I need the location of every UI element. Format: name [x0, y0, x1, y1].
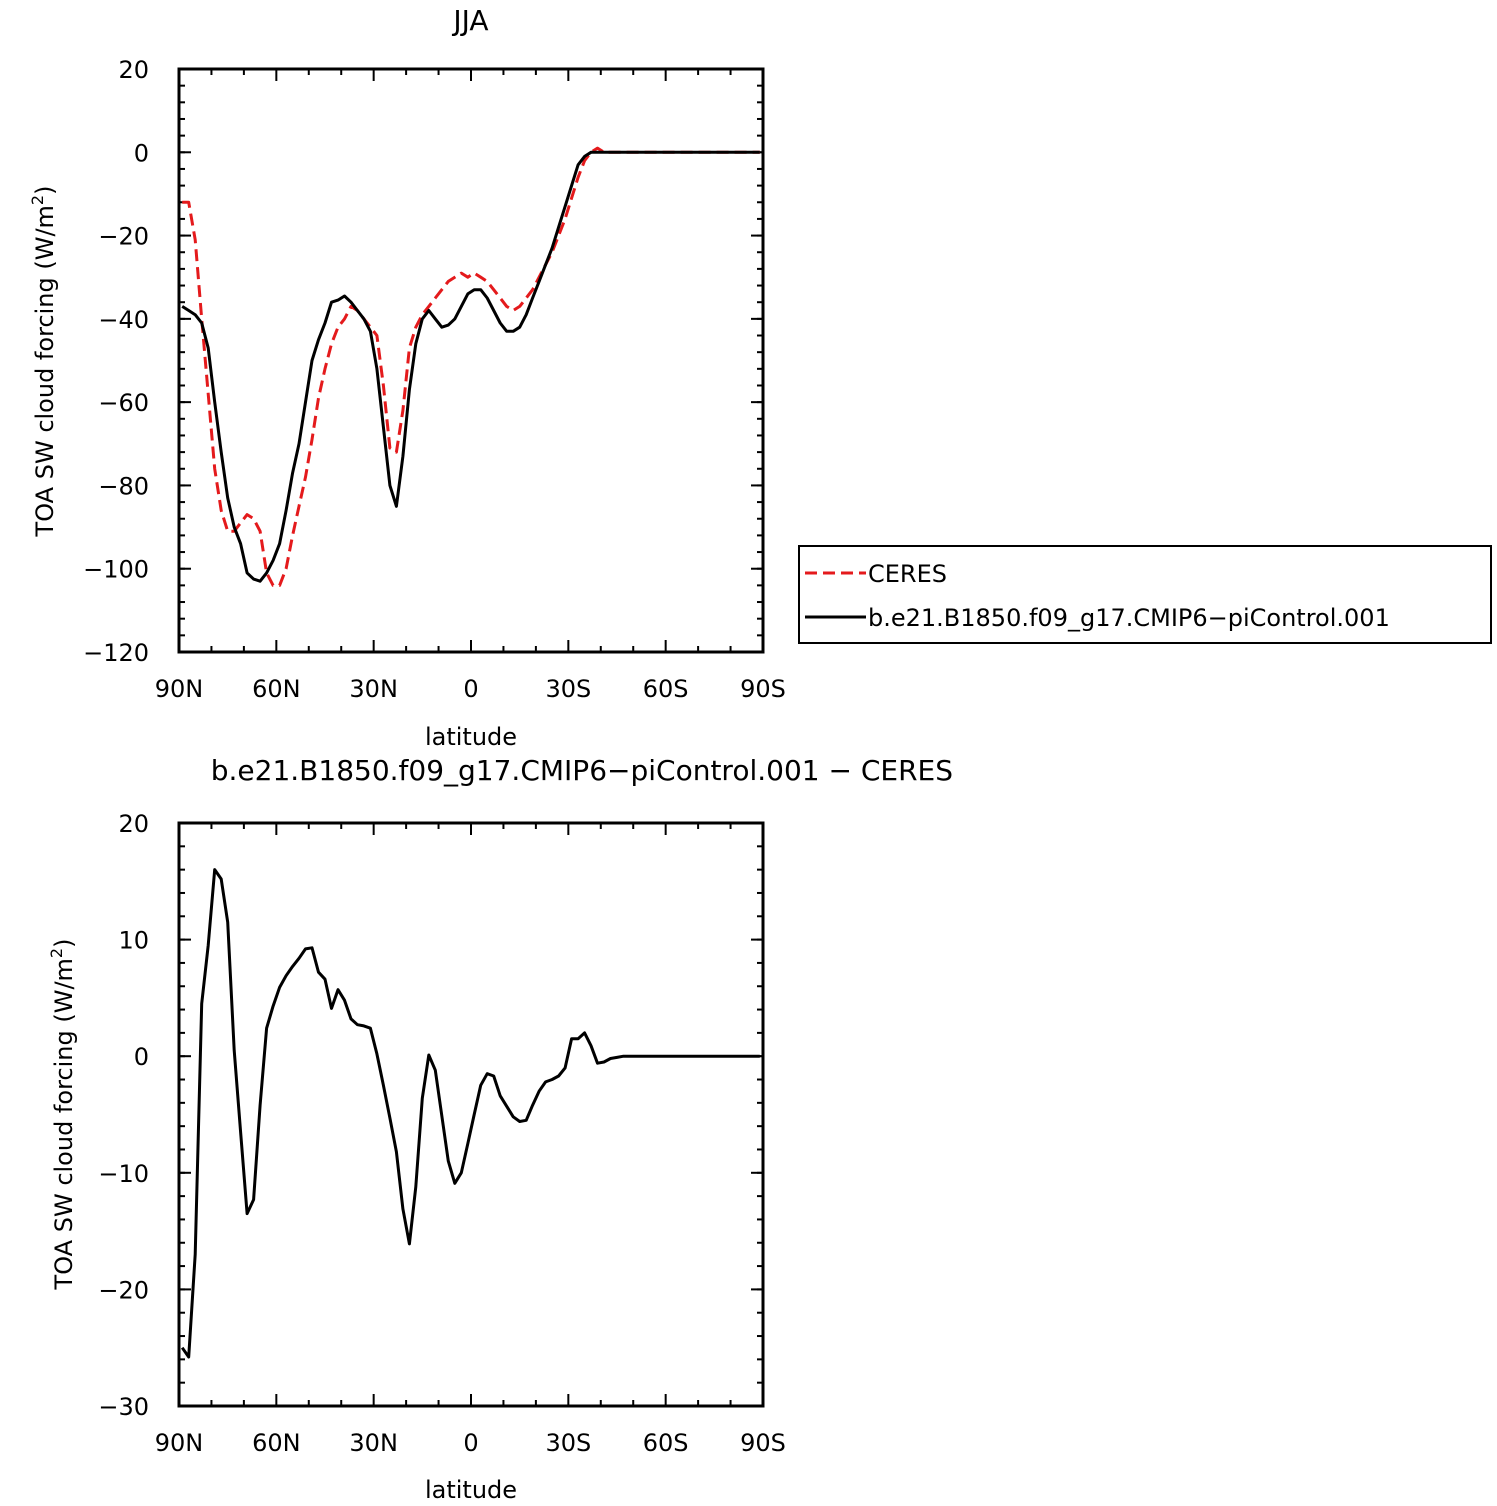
legend-label-ceres: CERES [868, 560, 947, 588]
bottom-ylabel-sup: 2 [47, 948, 66, 958]
bottom-panel-ticks: 90N 60N 30N 0 30S 60S 90S 20 10 0 −10 −20 −30 [98, 810, 786, 1457]
x-tick-label: 30S [545, 1429, 591, 1457]
y-tick-label: −20 [98, 1276, 149, 1304]
bottom-panel-xlabel: latitude [425, 1476, 517, 1504]
top-panel-ylabel: TOA SW cloud forcing (W/m2) [28, 186, 59, 538]
x-tick-label: 60S [643, 1429, 689, 1457]
y-tick-label: 0 [134, 1043, 149, 1071]
y-tick-label: 20 [118, 56, 149, 84]
y-tick-label: −30 [98, 1393, 149, 1421]
top-panel-xlabel: latitude [425, 723, 517, 751]
series-line-2 [181, 150, 760, 583]
bottom-ylabel-close: ) [50, 939, 78, 948]
x-tick-label: 0 [463, 675, 478, 703]
x-tick-label: 60N [252, 675, 301, 703]
x-tick-label: 30N [349, 675, 398, 703]
x-tick-label: 60S [643, 675, 689, 703]
x-tick-label: 90S [740, 675, 786, 703]
bottom-panel: b.e21.B1850.f09_g17.CMIP6−piControl.001 … [47, 754, 953, 1504]
series-line-1 [180, 868, 760, 1359]
legend: CERES b.e21.B1850.f09_g17.CMIP6−piContro… [798, 545, 1492, 644]
legend-box [798, 545, 1492, 644]
series-line-1 [182, 146, 760, 587]
x-tick-label: 90N [155, 1429, 204, 1457]
x-tick-label: 30N [349, 1429, 398, 1457]
bottom-panel-series [180, 868, 760, 1359]
x-tick-label: 0 [463, 1429, 478, 1457]
y-tick-label: −10 [98, 1160, 149, 1188]
y-tick-label: −100 [83, 556, 149, 584]
top-ylabel-sup: 2 [28, 195, 47, 205]
y-tick-label: −80 [98, 472, 149, 500]
top-panel: JJA 90N 60N 30N 0 30S 60S 90S 20 0 −20 −40 −60 −80 −1… [28, 4, 1492, 751]
x-tick-label: 30S [545, 675, 591, 703]
y-tick-label: 20 [118, 810, 149, 838]
y-tick-label: −120 [83, 639, 149, 667]
y-tick-label: 0 [134, 139, 149, 167]
bottom-panel-title: b.e21.B1850.f09_g17.CMIP6−piControl.001 … [211, 754, 953, 787]
y-tick-label: −60 [98, 389, 149, 417]
bottom-ylabel-main: TOA SW cloud forcing (W/m [50, 958, 78, 1290]
y-tick-label: 10 [118, 927, 149, 955]
legend-label-model: b.e21.B1850.f09_g17.CMIP6−piControl.001 [868, 604, 1390, 632]
x-tick-label: 90N [155, 675, 204, 703]
y-tick-label: −40 [98, 306, 149, 334]
top-panel-title: JJA [451, 4, 488, 37]
bottom-panel-frame [177, 821, 765, 1408]
x-tick-label: 60N [252, 1429, 301, 1457]
bottom-panel-ylabel: TOA SW cloud forcing (W/m2) [47, 939, 78, 1291]
x-tick-label: 90S [740, 1429, 786, 1457]
top-panel-series [181, 146, 760, 587]
top-ylabel-close: ) [31, 186, 59, 195]
top-ylabel-main: TOA SW cloud forcing (W/m [31, 205, 59, 537]
y-tick-label: −20 [98, 223, 149, 251]
top-panel-frame [177, 67, 765, 654]
top-panel-ticks: 90N 60N 30N 0 30S 60S 90S 20 0 −20 −40 −60 −80 −100 −1… [83, 56, 786, 703]
